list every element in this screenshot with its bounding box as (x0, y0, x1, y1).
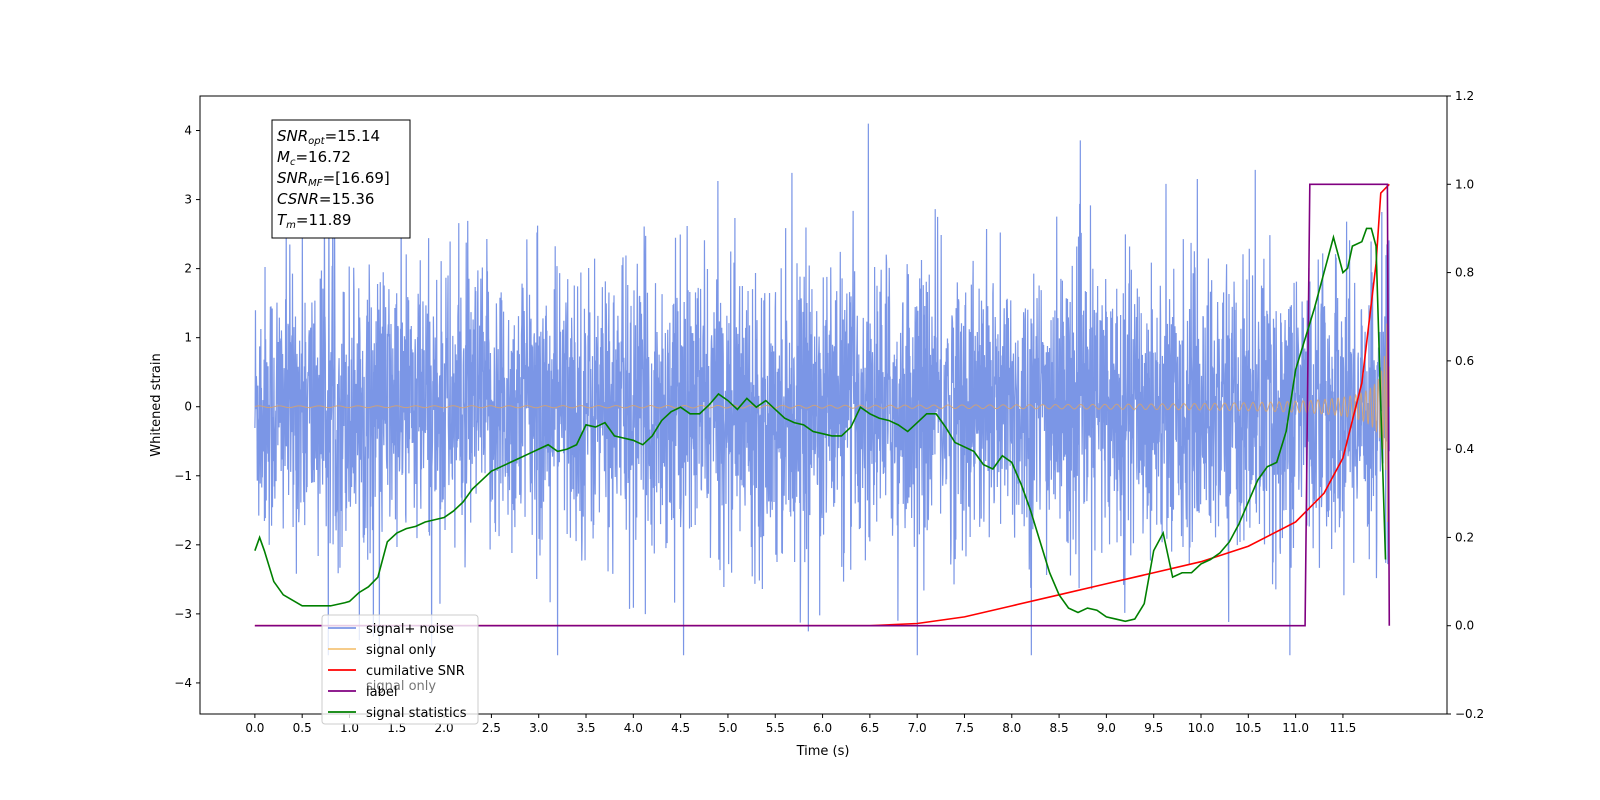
x-tick-label-9: 4.5 (671, 721, 690, 735)
y2-tick-label-0: 1.2 (1455, 89, 1474, 103)
legend-frame (321, 614, 479, 725)
y-tick-label-7: −3 (174, 607, 192, 621)
y2-tick-label-3: 0.6 (1455, 354, 1474, 368)
signal-noise-line (254, 123, 1390, 656)
x-tick-label-13: 6.5 (860, 721, 879, 735)
x-tick-label-15: 7.5 (955, 721, 974, 735)
y-tick-label-8: −4 (174, 676, 192, 690)
annotation-line-2: SNRMF=[16.69] (277, 169, 390, 189)
legend-hidden-label: signal only (366, 679, 436, 694)
x-tick-label-14: 7.0 (908, 721, 927, 735)
x-axis-label: Time (s) (796, 744, 850, 759)
legend-label-3: label (366, 685, 397, 700)
y-tick-label-2: 2 (184, 262, 192, 276)
x-tick-label-10: 5.0 (718, 721, 737, 735)
y-tick-label-5: −1 (174, 469, 192, 483)
x-tick-label-23: 11.5 (1330, 721, 1357, 735)
annotation-line-3: CSNR=15.36 (277, 190, 374, 208)
x-tick-label-6: 3.0 (529, 721, 548, 735)
signal-statistics-line (254, 227, 1387, 623)
legend-label-4: signal statistics (366, 706, 467, 721)
cumulative-snr-line (254, 183, 1390, 627)
y2-tick-label-1: 1.0 (1455, 177, 1474, 191)
x-tick-label-22: 11.0 (1282, 721, 1309, 735)
annotation-line-1: Mc=16.72 (277, 148, 351, 168)
x-axis: 0.0 0.5 1.0 1.5 2.0 2.5 3.0 3.5 4.0 4.5 5.0 5.5 6.0 6… (245, 714, 1356, 735)
x-tick-label-16: 8.0 (1002, 721, 1021, 735)
annotation-frame (271, 119, 411, 239)
legend-label-0: signal+ noise (366, 622, 454, 637)
y-tick-label-3: 1 (184, 331, 192, 345)
x-tick-label-12: 6.0 (813, 721, 832, 735)
x-tick-label-8: 4.0 (624, 721, 643, 735)
annotation-box: SNRopt=15.14Mc=16.72SNRMF=[16.69]CSNR=15… (271, 119, 411, 239)
label-line (254, 183, 1391, 627)
series-signal-only (254, 323, 1390, 523)
series-signal-noise (254, 123, 1390, 656)
x-tick-label-21: 10.5 (1235, 721, 1262, 735)
y-tick-label-0: 4 (184, 124, 192, 138)
y-axis-label: Whitened strain (149, 353, 164, 456)
y-tick-label-1: 3 (184, 193, 192, 207)
series-lines (254, 183, 1391, 627)
y2-tick-label-4: 0.4 (1455, 442, 1474, 456)
x-tick-label-11: 5.5 (766, 721, 785, 735)
y2-tick-label-6: 0.0 (1455, 619, 1474, 633)
x-tick-label-7: 3.5 (576, 721, 595, 735)
annotation-line-0: SNRopt=15.14 (277, 127, 380, 147)
legend-label-2: cumilative SNR (366, 664, 465, 679)
x-tick-label-1: 0.5 (293, 721, 312, 735)
plot-area (254, 123, 1391, 656)
y2-tick-label-7: −0.2 (1455, 707, 1484, 721)
x-tick-label-20: 10.0 (1188, 721, 1215, 735)
annotation-line-4: Tm=11.89 (277, 211, 351, 231)
y-tick-label-4: 0 (184, 400, 192, 414)
x-tick-label-5: 2.5 (482, 721, 501, 735)
plot-frame (199, 95, 1448, 715)
signal-only-line (254, 323, 1390, 523)
x-tick-label-0: 0.0 (245, 721, 264, 735)
x-tick-label-19: 9.5 (1144, 721, 1163, 735)
y-axis-right: 1.2 1.0 0.8 0.6 0.4 0.2 0.0 −0.2 (1447, 89, 1484, 721)
y-tick-label-6: −2 (174, 538, 192, 552)
y2-tick-label-5: 0.2 (1455, 530, 1474, 544)
x-tick-label-18: 9.0 (1097, 721, 1116, 735)
y-axis-left: 4 3 2 1 0 −1 −2 −3 −4 (174, 124, 200, 690)
y2-tick-label-2: 0.8 (1455, 266, 1474, 280)
legend-label-1: signal only (366, 643, 436, 658)
x-tick-label-17: 8.5 (1050, 721, 1069, 735)
